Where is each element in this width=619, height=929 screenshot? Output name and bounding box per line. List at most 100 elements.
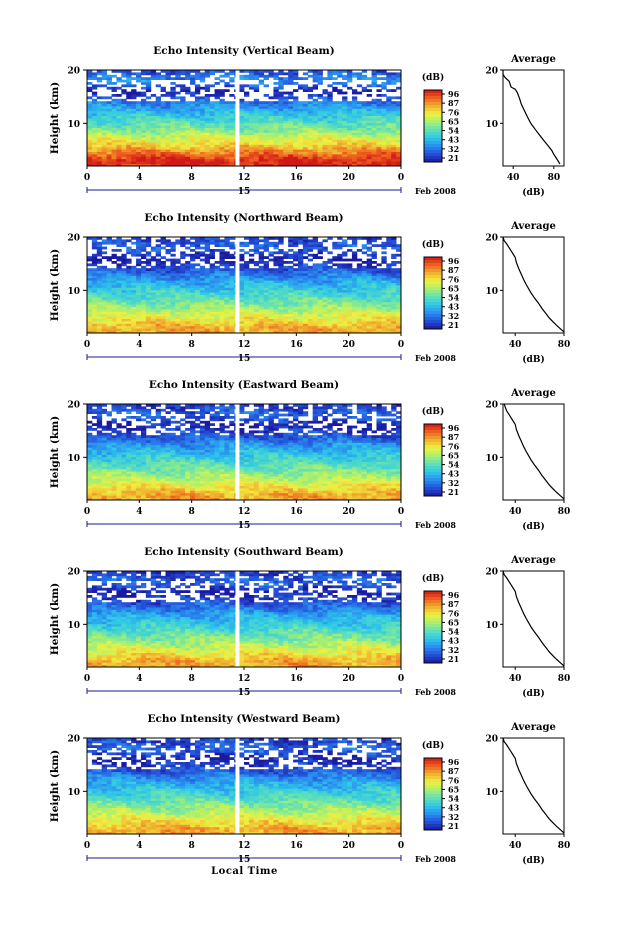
heatmap-cell	[263, 134, 269, 138]
heatmap-cell	[288, 316, 294, 319]
heatmap-cell	[244, 101, 250, 104]
heatmap-cell	[263, 161, 269, 164]
heatmap-cell	[337, 151, 343, 155]
heatmap-cell	[87, 321, 93, 324]
heatmap-cell	[111, 447, 117, 450]
heatmap-cell	[302, 287, 309, 291]
heatmap-cell	[288, 285, 294, 288]
heatmap-cell	[214, 297, 220, 300]
heatmap-cell	[258, 258, 265, 262]
heatmap-cell	[219, 161, 225, 164]
heatmap-cell	[258, 118, 265, 121]
heatmap-cell	[229, 161, 235, 164]
heatmap-cell	[136, 91, 142, 95]
heatmap-cell	[376, 163, 382, 167]
heatmap-cell	[204, 132, 211, 136]
heatmap-cell	[307, 118, 314, 121]
heatmap-cell	[190, 132, 196, 136]
heatmap-cell	[273, 273, 279, 276]
heatmap-cell	[190, 297, 196, 300]
heatmap-cell	[165, 280, 171, 283]
heatmap-cell	[278, 299, 284, 303]
heatmap-cell	[229, 318, 235, 322]
heatmap-cell	[356, 113, 363, 116]
heatmap-cell	[91, 139, 98, 143]
heatmap-cell	[376, 309, 382, 312]
heatmap-cell	[111, 483, 117, 486]
heatmap-cell	[199, 106, 206, 109]
heatmap-cell	[297, 237, 304, 240]
heatmap-cell	[136, 244, 142, 247]
y-tick-label: 10	[67, 120, 80, 130]
heatmap-cell	[155, 328, 161, 331]
heatmap-cell	[190, 306, 196, 310]
heatmap-cell	[297, 130, 304, 133]
heatmap-cell	[332, 70, 338, 73]
heatmap-cell	[126, 130, 132, 133]
heatmap-cell	[302, 154, 309, 157]
heatmap-cell	[116, 258, 122, 262]
heatmap-cell	[170, 299, 176, 303]
heatmap-cell	[278, 287, 284, 291]
heatmap-cell	[194, 270, 201, 274]
heatmap-cell	[351, 294, 358, 298]
heatmap-cell	[244, 282, 250, 286]
heatmap-cell	[160, 156, 166, 160]
heatmap-cell	[293, 149, 299, 152]
heatmap-cell	[155, 292, 161, 295]
heatmap-cell	[347, 304, 353, 307]
heatmap-cell	[140, 110, 147, 114]
heatmap-cell	[87, 70, 93, 73]
heatmap-cell	[288, 306, 294, 310]
heatmap-cell	[268, 130, 274, 133]
heatmap-cell	[111, 468, 117, 472]
heatmap-cell	[126, 273, 132, 276]
heatmap-cell	[366, 309, 372, 312]
heatmap-cell	[131, 473, 137, 477]
heatmap-cell	[351, 328, 358, 331]
heatmap-cell	[101, 447, 108, 450]
heatmap-cell	[297, 137, 304, 140]
heatmap-cell	[332, 325, 338, 329]
heatmap-cell	[160, 77, 166, 80]
heatmap-cell	[126, 289, 132, 293]
heatmap-cell	[126, 430, 132, 434]
heatmap-cell	[96, 79, 103, 83]
heatmap-cell	[376, 137, 382, 140]
heatmap-cell	[214, 144, 220, 148]
heatmap-cell	[106, 478, 112, 482]
heatmap-cell	[194, 239, 201, 243]
heatmap-cell	[87, 277, 93, 281]
heatmap-cell	[101, 468, 108, 472]
heatmap-cell	[342, 268, 348, 271]
heatmap-cell	[140, 473, 147, 477]
heatmap-cell	[312, 125, 318, 128]
heatmap-cell	[258, 318, 265, 322]
heatmap-cell	[160, 325, 166, 329]
heatmap-cell	[87, 454, 93, 458]
heatmap-cell	[106, 464, 112, 467]
heatmap-cell	[391, 270, 397, 274]
heatmap-cell	[376, 244, 382, 247]
heatmap-cell	[297, 253, 304, 257]
heatmap-cell	[322, 249, 328, 252]
heatmap-cell	[190, 325, 196, 329]
heatmap-cell	[278, 280, 284, 283]
heatmap-cell	[248, 110, 255, 114]
heatmap-cell	[371, 277, 377, 281]
heatmap-cell	[91, 282, 98, 286]
heatmap-cell	[253, 156, 260, 160]
heatmap-cell	[288, 82, 294, 85]
heatmap-cell	[332, 154, 338, 157]
heatmap-cell	[101, 323, 108, 327]
heatmap-cell	[194, 253, 201, 257]
heatmap-cell	[131, 91, 137, 95]
heatmap-cell	[396, 106, 402, 109]
heatmap-cell	[96, 249, 103, 252]
heatmap-cell	[111, 115, 117, 119]
heatmap-cell	[204, 139, 211, 143]
heatmap-cell	[342, 265, 348, 269]
heatmap-cell	[229, 158, 235, 162]
heatmap-cell	[268, 251, 274, 255]
heatmap-cell	[327, 321, 333, 324]
